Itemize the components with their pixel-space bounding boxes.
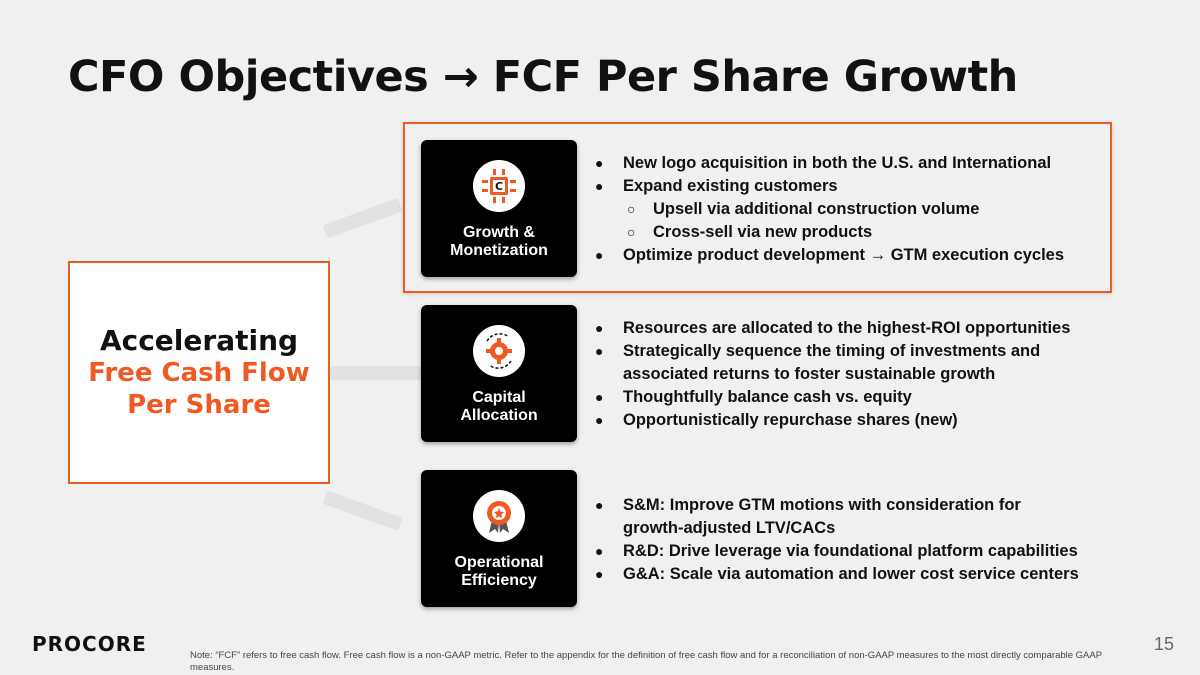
growth-highlight-box xyxy=(403,122,1112,293)
gear-cycle-icon xyxy=(473,325,525,377)
bullet-item: R&D: Drive leverage via foundational pla… xyxy=(595,540,1105,563)
bullet-item: Optimize product development → GTM execu… xyxy=(595,244,1095,267)
capital-bullets: Resources are allocated to the highest-R… xyxy=(595,317,1095,432)
tile-operational-efficiency: Operational Efficiency xyxy=(421,470,577,607)
bullet-item: Resources are allocated to the highest-R… xyxy=(595,317,1095,340)
sub-bullet-item: Cross-sell via new products xyxy=(595,221,1095,244)
logo-text: PROCORE xyxy=(32,633,147,655)
sub-bullet-item: Upsell via additional construction volum… xyxy=(595,198,1095,221)
tile-capital-allocation: Capital Allocation xyxy=(421,305,577,442)
bullet-item: S&M: Improve GTM motions with considerat… xyxy=(595,494,1043,540)
growth-bullets: New logo acquisition in both the U.S. an… xyxy=(595,152,1095,267)
connector-top xyxy=(322,198,403,239)
card-line-2: Free Cash Flow xyxy=(88,358,310,388)
card-line-3: Per Share xyxy=(127,390,271,420)
tile-growth-monetization: C Growth & Monetization xyxy=(421,140,577,277)
bullet-item: Opportunistically repurchase shares (new… xyxy=(595,409,1095,432)
accelerating-fcf-card: Accelerating Free Cash Flow Per Share xyxy=(68,261,330,484)
procore-logo: PROCORE xyxy=(32,632,168,656)
bullet-item: G&A: Scale via automation and lower cost… xyxy=(595,563,1105,586)
footnote: Note: “FCF” refers to free cash flow. Fr… xyxy=(190,650,1102,673)
bullet-item: New logo acquisition in both the U.S. an… xyxy=(595,152,1095,175)
page-title: CFO Objectives → FCF Per Share Growth xyxy=(68,52,1018,102)
card-line-1: Accelerating xyxy=(99,324,299,357)
svg-text:C: C xyxy=(495,180,503,193)
chip-icon: C xyxy=(473,160,525,212)
bullet-item: Strategically sequence the timing of inv… xyxy=(595,340,1071,386)
efficiency-bullets: S&M: Improve GTM motions with considerat… xyxy=(595,494,1105,586)
tile-label: Growth & Monetization xyxy=(450,224,548,259)
connector-middle xyxy=(330,366,422,380)
award-badge-icon xyxy=(473,490,525,542)
page-number: 15 xyxy=(1154,634,1175,654)
bullet-item: Thoughtfully balance cash vs. equity xyxy=(595,386,1095,409)
tile-label: Capital Allocation xyxy=(460,389,538,424)
connector-bottom xyxy=(322,490,403,531)
tile-label: Operational Efficiency xyxy=(454,554,544,589)
bullet-item: Expand existing customers xyxy=(595,175,1095,198)
